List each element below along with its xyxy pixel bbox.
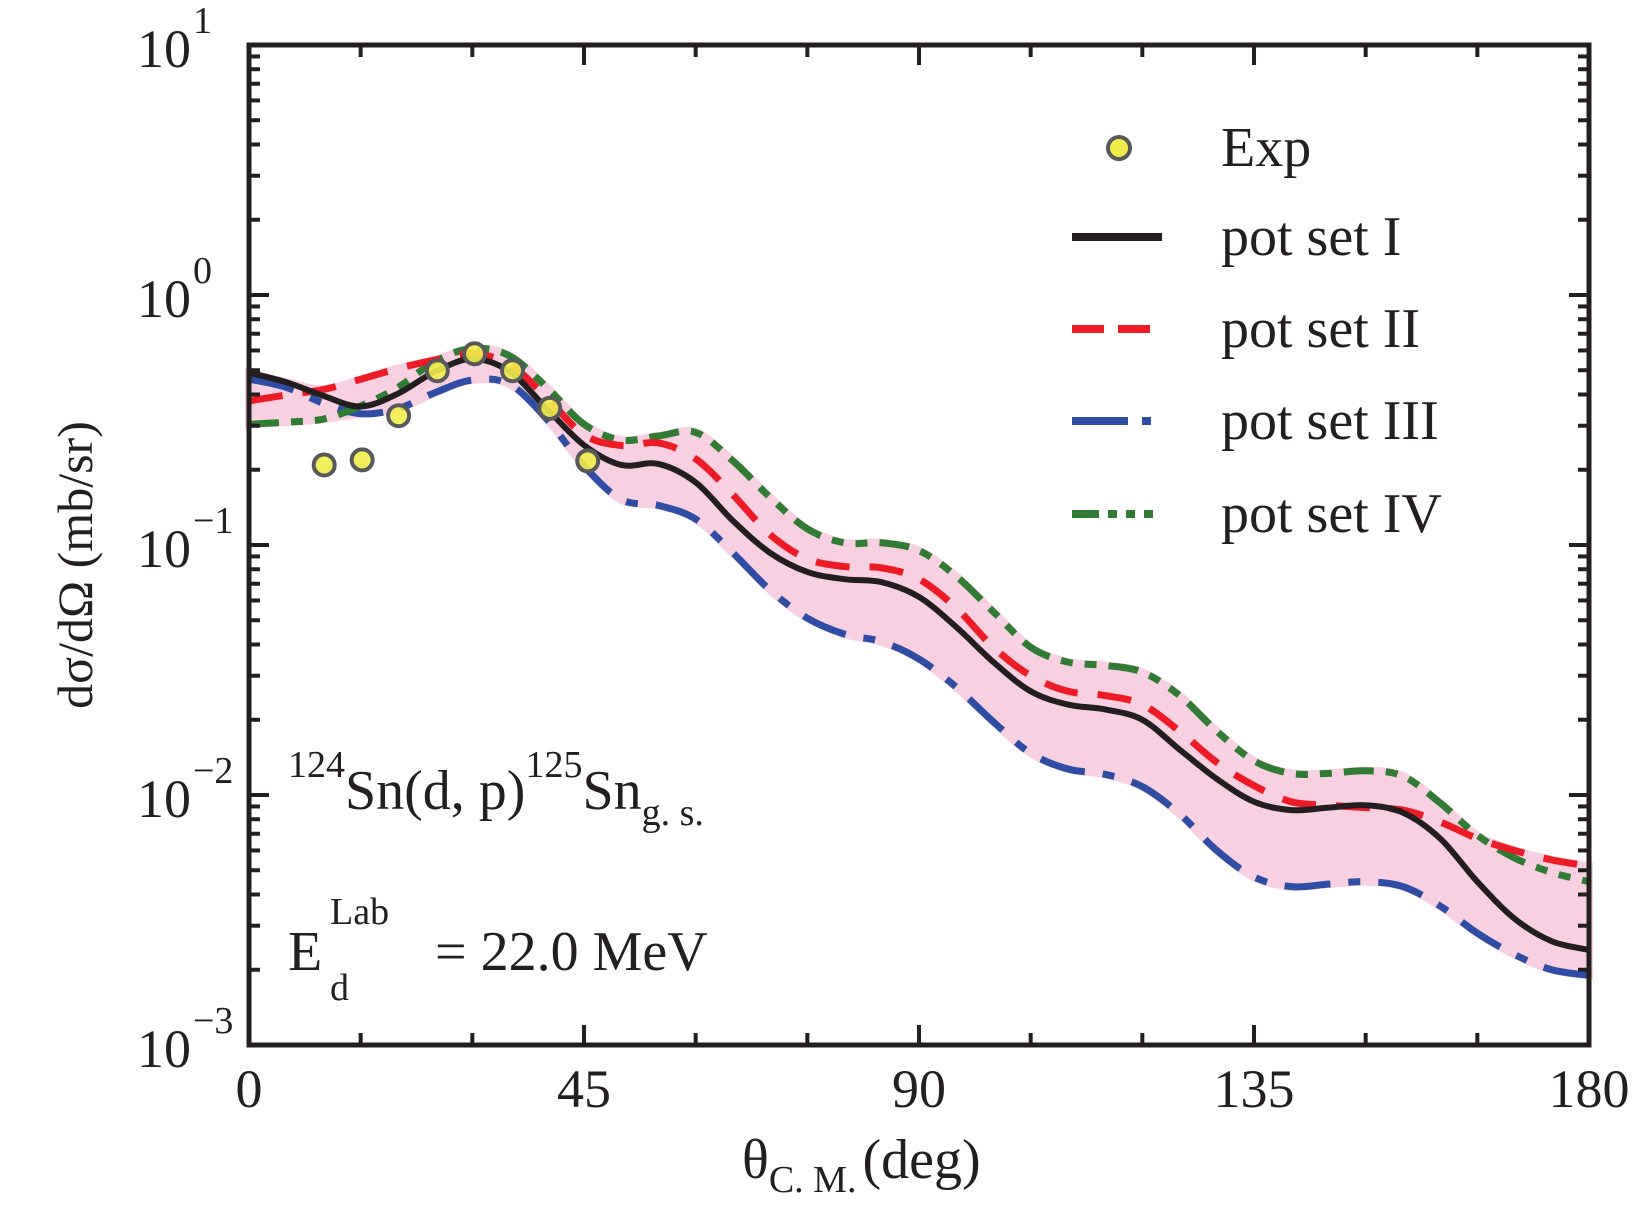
y-tick-label: 10: [137, 269, 191, 329]
reaction-main2: Sn: [582, 760, 641, 822]
x-axis-label-unit: (deg): [862, 1129, 980, 1191]
energy-value: = 22.0 MeV: [435, 921, 708, 983]
legend-label: pot set IV: [1221, 483, 1442, 545]
y-tick-exponent: 0: [193, 250, 212, 292]
energy-sup: Lab: [330, 891, 389, 933]
x-tick-label: 45: [557, 1059, 611, 1119]
legend-label: pot set III: [1221, 390, 1439, 452]
x-axis-label: θC. M. (deg): [742, 1129, 981, 1201]
y-tick-label: 10: [137, 1019, 191, 1079]
exp-data-point: [424, 358, 450, 384]
legend-item: pot set III: [1072, 390, 1439, 452]
y-tick-exponent: −1: [193, 500, 233, 542]
y-tick-label: 10: [137, 519, 191, 579]
x-tick-label: 0: [236, 1059, 263, 1119]
series-line-pot-set-iv: [248, 344, 1590, 886]
exp-data-point: [349, 447, 375, 473]
x-axis-label-sub: C. M.: [769, 1159, 857, 1201]
energy-sub: d: [330, 967, 349, 1009]
legend-item: Exp: [1106, 117, 1311, 179]
exp-data-point: [386, 403, 412, 429]
energy-annotation: E Lab d = 22.0 MeV: [288, 891, 708, 1009]
x-axis-label-theta: θ: [742, 1129, 769, 1191]
plot-frame: [246, 42, 1592, 1048]
y-axis-label: dσ/dΩ (mb/sr): [47, 421, 103, 709]
y-tick-exponent: 1: [193, 0, 212, 42]
exp-data-point: [575, 448, 601, 474]
y-tick-exponent: −3: [193, 1000, 233, 1042]
exp-data-point: [462, 341, 488, 367]
svg-text:θC. M.(deg): θC. M. (deg): [742, 1129, 981, 1201]
axes-layer: [246, 42, 1592, 1048]
exp-data-point: [537, 395, 563, 421]
svg-text:124Sn(d, p)125Sng. s.: 124Sn(d, p)125Sng. s.: [288, 744, 704, 834]
legend-item: pot set I: [1072, 206, 1401, 268]
legend-label: pot set II: [1221, 298, 1420, 360]
reaction-sub: g. s.: [642, 792, 704, 834]
x-tick-label: 180: [1549, 1059, 1630, 1119]
energy-symbol: E: [288, 921, 322, 983]
reaction-main: Sn(d, p): [345, 760, 525, 822]
legend-item: pot set II: [1072, 298, 1420, 360]
reaction-annotation: 124Sn(d, p)125Sng. s.: [288, 744, 704, 834]
series-line-pot-set-iii: [248, 375, 1590, 979]
legend-label: Exp: [1221, 117, 1311, 179]
legend-item: pot set IV: [1072, 483, 1442, 545]
exp-data-point: [311, 452, 337, 478]
legend-label: pot set I: [1221, 206, 1401, 268]
legend-marker-exp: [1106, 135, 1132, 161]
exp-data-point: [500, 358, 526, 384]
experimental-points-layer: [311, 341, 601, 478]
x-tick-label: 90: [892, 1059, 946, 1119]
legend: Exp pot set I pot set II pot set III pot set…: [1072, 117, 1442, 545]
reaction-pre-sup: 124: [288, 744, 345, 786]
y-tick-label: 10: [137, 769, 191, 829]
y-tick-exponent: −2: [193, 750, 233, 792]
reaction-mid-sup: 125: [525, 744, 582, 786]
y-tick-label: 10: [137, 19, 191, 79]
x-tick-label: 135: [1214, 1059, 1295, 1119]
